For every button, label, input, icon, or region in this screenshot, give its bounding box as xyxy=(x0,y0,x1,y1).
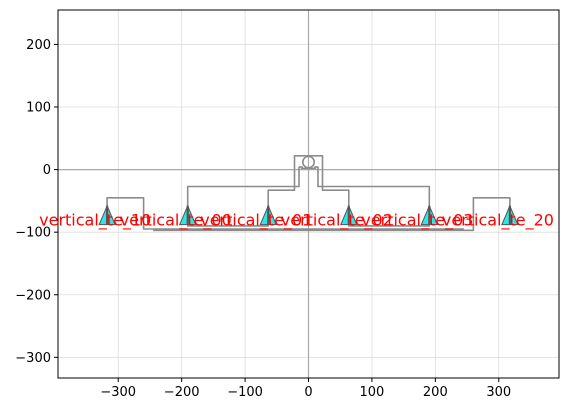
y-tick-label: −100 xyxy=(15,226,51,241)
x-tick-label: 100 xyxy=(360,385,385,400)
port-label: vertical_te_00 xyxy=(120,211,232,231)
y-tick-label: 200 xyxy=(26,38,51,53)
x-tick-label: −100 xyxy=(227,385,263,400)
port-label: vertical_te_10 xyxy=(39,211,151,231)
waveguide-route xyxy=(153,197,511,232)
x-tick-label: −200 xyxy=(164,385,200,400)
grating-couplers xyxy=(98,204,519,226)
origin-axes xyxy=(58,10,559,378)
y-tick-label: 100 xyxy=(26,101,51,116)
y-tick-label: −300 xyxy=(15,351,51,366)
y-axis-ticks: 200 100 0 −100 −200 −300 xyxy=(15,38,58,366)
port-label: vertical_te_02 xyxy=(281,211,393,231)
port-label: vertical_te_20 xyxy=(442,211,554,231)
x-tick-label: 300 xyxy=(486,385,511,400)
x-tick-label: 0 xyxy=(304,385,312,400)
port-label: vertical_te_01 xyxy=(200,211,312,231)
x-axis-ticks: −300 −200 −100 0 100 200 300 xyxy=(100,378,511,400)
ring-resonator xyxy=(300,155,317,170)
x-tick-label: 200 xyxy=(423,385,448,400)
waveguide-route xyxy=(186,166,303,208)
waveguide-route xyxy=(314,166,431,208)
y-tick-label: 0 xyxy=(43,163,51,178)
y-tick-label: −200 xyxy=(15,288,51,303)
x-tick-label: −300 xyxy=(100,385,136,400)
port-label: vertical_te_03 xyxy=(361,211,473,231)
port-labels: vertical_te_10vertical_te_00vertical_te_… xyxy=(39,211,554,231)
waveguide-route xyxy=(106,197,464,230)
